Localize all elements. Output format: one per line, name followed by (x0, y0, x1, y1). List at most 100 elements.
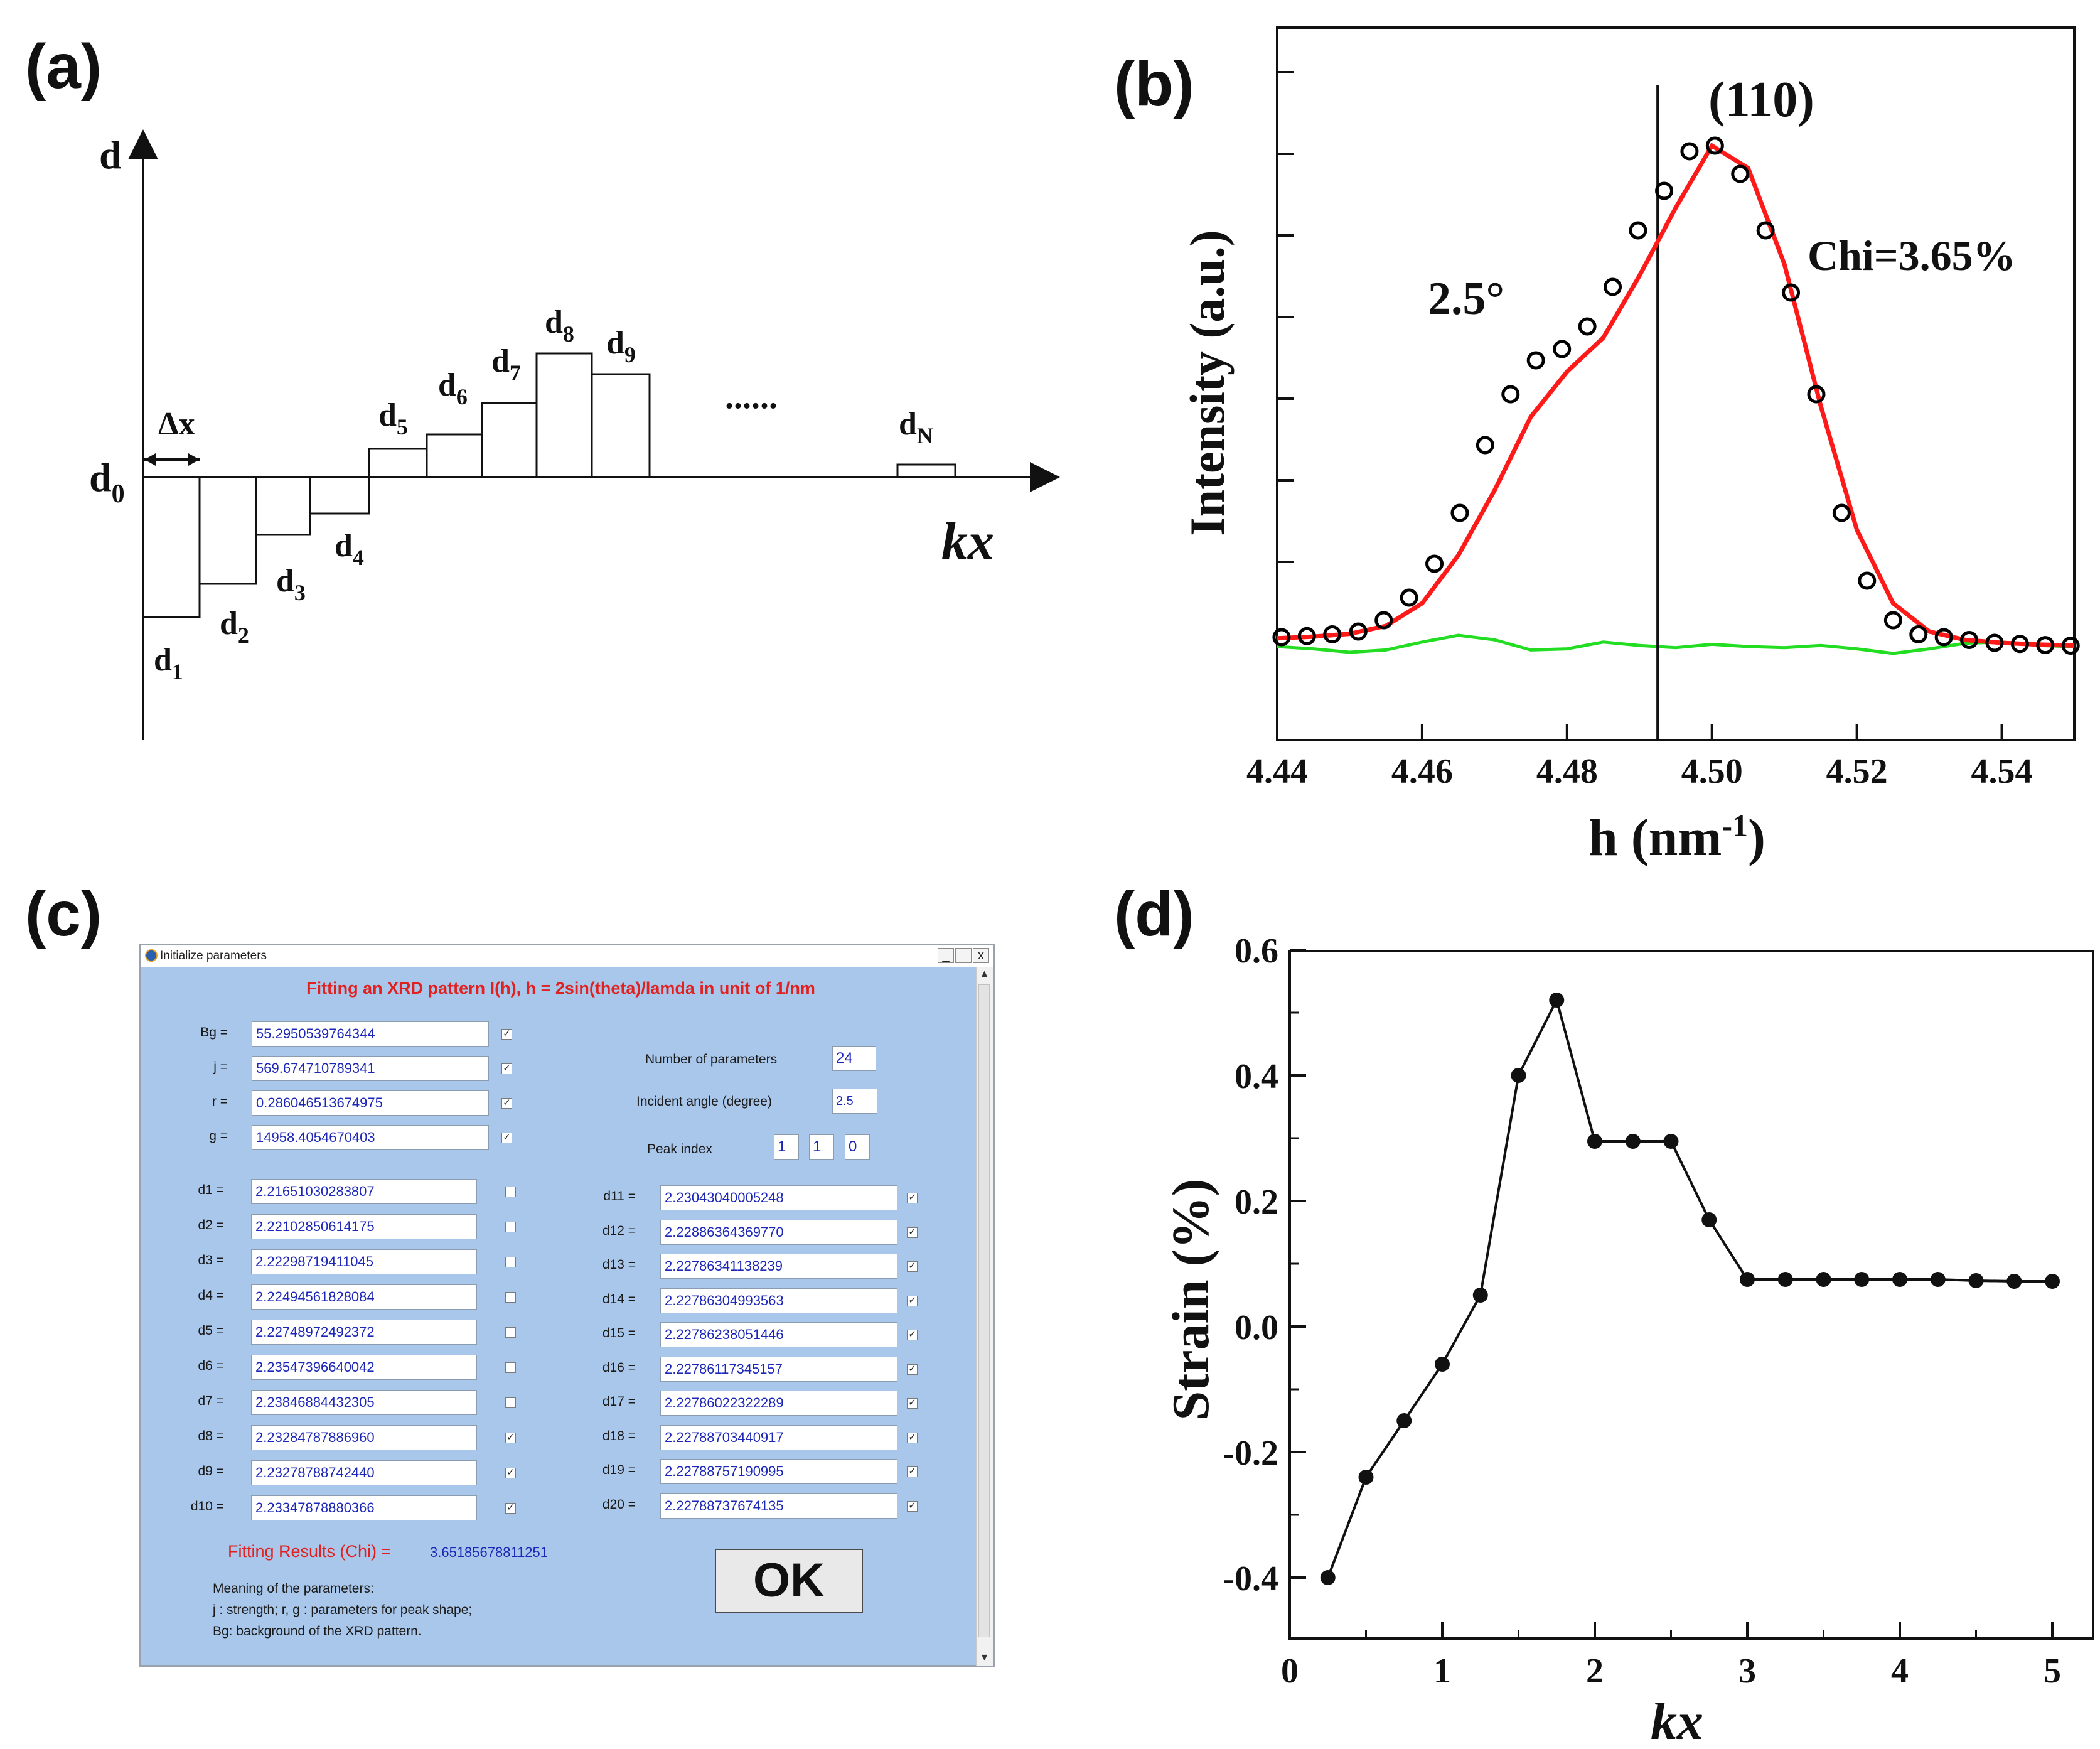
b-data-point (1883, 611, 1902, 630)
d-param-field[interactable]: 2.22886364369770 (660, 1219, 897, 1245)
d-param-label: d10 = (190, 1499, 224, 1514)
d-param-field[interactable]: 2.23547396640042 (251, 1355, 477, 1380)
d-data-point (1435, 1357, 1450, 1372)
b-data-point (1476, 436, 1494, 455)
d-param-checkbox[interactable]: ✓ (907, 1500, 918, 1512)
d-x-tick-label: 4 (1891, 1652, 1909, 1691)
d-param-checkbox[interactable] (505, 1187, 516, 1197)
d-param-field[interactable]: 2.22298719411045 (251, 1249, 477, 1274)
close-button[interactable]: x (973, 948, 989, 963)
number-of-parameters-field[interactable]: 24 (832, 1046, 876, 1071)
d-param-checkbox[interactable] (505, 1292, 516, 1303)
d-param-field[interactable]: 2.23043040005248 (660, 1185, 897, 1210)
app-icon (145, 949, 158, 962)
d-param-checkbox[interactable]: ✓ (907, 1193, 918, 1203)
b-data-point (1349, 622, 1368, 641)
minimize-button[interactable]: _ (938, 948, 954, 963)
d-param-field[interactable]: 2.22786117345157 (660, 1356, 897, 1382)
d-param-checkbox[interactable]: ✓ (505, 1433, 516, 1443)
d-param-field[interactable]: 2.23347878880366 (251, 1495, 477, 1520)
d-param-checkbox[interactable] (505, 1257, 516, 1267)
step-box (591, 373, 651, 478)
d-param-checkbox[interactable]: ✓ (907, 1261, 918, 1272)
scrollbar-thumb[interactable] (978, 984, 990, 1637)
d-x-tick-label: 1 (1433, 1652, 1451, 1691)
incident-angle-field[interactable]: 2.5 (832, 1089, 877, 1114)
b-chi-annotation: Chi=3.65% (1808, 232, 2016, 279)
d-param-checkbox[interactable] (505, 1222, 516, 1232)
d-data-point (1320, 1570, 1336, 1585)
d-param-checkbox[interactable]: ✓ (907, 1398, 918, 1409)
d-param-field[interactable]: 2.22494561828084 (251, 1284, 477, 1310)
b-residual-line (1277, 633, 2075, 655)
d-data-point (1777, 1272, 1793, 1287)
vertical-scrollbar[interactable]: ▲ ▼ (976, 967, 993, 1666)
d-param-checkbox[interactable] (505, 1362, 516, 1373)
d-data-point (1968, 1273, 1984, 1288)
d-param-label: d2 = (198, 1218, 224, 1232)
b-angle-annotation: 2.5° (1428, 273, 1504, 325)
scroll-up-icon[interactable]: ▲ (979, 969, 990, 979)
d-param-field[interactable]: 2.22786304993563 (660, 1288, 897, 1313)
b-peak-annotation: (110) (1708, 72, 1814, 127)
d-param-checkbox[interactable]: ✓ (505, 1468, 516, 1478)
d-data-point (1740, 1272, 1755, 1287)
b-data-point (2010, 635, 2029, 654)
param-checkbox[interactable]: ✓ (501, 1029, 512, 1040)
param-field[interactable]: 0.286046513674975 (252, 1090, 489, 1116)
peak-index-l-field[interactable]: 0 (845, 1134, 870, 1160)
d-param-checkbox[interactable]: ✓ (907, 1330, 918, 1340)
d-y-tick-label: -0.4 (1223, 1559, 1278, 1598)
param-field[interactable]: 14958.4054670403 (252, 1125, 489, 1150)
d-param-checkbox[interactable]: ✓ (907, 1364, 918, 1375)
b-data-point (1297, 627, 1316, 645)
d-param-field[interactable]: 2.22748972492372 (251, 1320, 477, 1345)
d-strain-line (1326, 996, 2052, 1578)
b-x-ticks: 4.44 4.46 4.48 4.50 4.52 4.54 (1246, 724, 2033, 791)
param-field[interactable]: 569.674710789341 (252, 1056, 489, 1081)
d-param-checkbox[interactable]: ✓ (907, 1295, 918, 1306)
d-param-checkbox[interactable]: ✓ (907, 1227, 918, 1238)
b-data-point (1985, 633, 2004, 652)
d-param-field[interactable]: 2.22788737674135 (660, 1493, 897, 1519)
d-param-field[interactable]: 2.22788703440917 (660, 1424, 897, 1450)
b-data-point (1323, 625, 1342, 643)
ok-button[interactable]: OK (715, 1549, 863, 1613)
scroll-down-icon[interactable]: ▼ (979, 1652, 990, 1663)
d-x-tick-label: 0 (1281, 1652, 1299, 1691)
d-param-field[interactable]: 2.22786238051446 (660, 1322, 897, 1347)
d-param-field[interactable]: 2.23846884432305 (251, 1390, 477, 1415)
d-param-field[interactable]: 2.22788757190995 (660, 1459, 897, 1484)
d-param-field[interactable]: 2.21651030283807 (251, 1179, 477, 1204)
d-param-field[interactable]: 2.22102850614175 (251, 1214, 477, 1239)
d-param-checkbox[interactable] (505, 1397, 516, 1408)
param-field[interactable]: 55.2950539764344 (252, 1021, 489, 1047)
a-steps: d1 d2 d3 d4 d5 d6 d7 d8 d9 dN (142, 304, 956, 684)
b-x-axis-label: h (nm-1) (1588, 808, 1765, 867)
d-param-label: d8 = (198, 1429, 224, 1443)
param-checkbox[interactable]: ✓ (501, 1098, 512, 1109)
d-param-field[interactable]: 2.22786341138239 (660, 1254, 897, 1279)
b-plot-frame (1276, 26, 2076, 741)
param-checkbox[interactable]: ✓ (501, 1063, 512, 1074)
step-box (198, 476, 257, 585)
d-data-point (1930, 1272, 1946, 1287)
d-param-field[interactable]: 2.23284787886960 (251, 1425, 477, 1450)
peak-index-k-field[interactable]: 1 (809, 1134, 834, 1160)
dialog-titlebar[interactable]: Initialize parameters _ □ x (141, 945, 993, 967)
panel-label-c: (c) (25, 879, 102, 949)
step-label-last: dN (899, 406, 933, 448)
d-param-checkbox[interactable] (505, 1327, 516, 1338)
notes-line: Bg: background of the XRD pattern. (213, 1624, 422, 1639)
b-y-axis-label: Intensity (a.u.) (1180, 230, 1235, 536)
d-param-field[interactable]: 2.22786022322289 (660, 1391, 897, 1416)
d-param-field[interactable]: 2.23278788742440 (251, 1460, 477, 1485)
d-param-checkbox[interactable]: ✓ (907, 1466, 918, 1477)
d-param-label: d9 = (198, 1464, 224, 1478)
maximize-button[interactable]: □ (955, 948, 972, 963)
b-data-point (1272, 628, 1291, 647)
param-checkbox[interactable]: ✓ (501, 1133, 512, 1143)
d-param-checkbox[interactable]: ✓ (907, 1432, 918, 1443)
d-param-checkbox[interactable]: ✓ (505, 1503, 516, 1514)
peak-index-h-field[interactable]: 1 (774, 1134, 799, 1160)
